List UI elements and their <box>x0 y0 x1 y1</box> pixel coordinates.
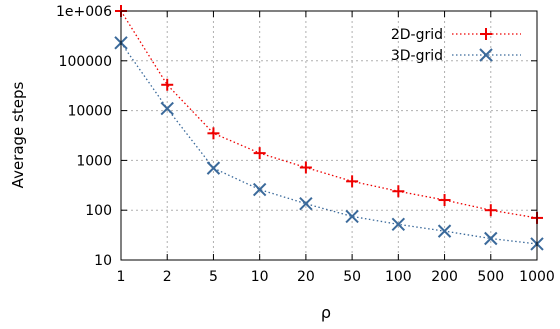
data-point <box>392 185 405 198</box>
marker-stroke <box>391 217 406 232</box>
x-tick-label: 2 <box>163 269 172 285</box>
x-tick-label: 20 <box>297 269 315 285</box>
y-tick-label: 100000 <box>59 54 112 70</box>
marker-stroke <box>345 209 359 224</box>
y-tick-label: 100 <box>85 203 112 219</box>
series-line <box>120 10 538 219</box>
x-tick-label: 100 <box>385 269 412 285</box>
data-point <box>484 204 497 217</box>
x-tick-label: 5 <box>209 269 218 285</box>
x-tick-label: 200 <box>431 269 458 285</box>
data-point <box>299 197 313 211</box>
data-point <box>437 224 452 238</box>
data-point <box>484 231 498 246</box>
data-point <box>346 175 359 188</box>
x-tick-label: 1000 <box>519 269 555 285</box>
x-tick-label: 500 <box>477 269 504 285</box>
marker-stroke <box>437 224 452 238</box>
data-point <box>252 182 267 197</box>
y-tick-label: 1e+006 <box>56 4 112 20</box>
marker-stroke <box>479 48 493 62</box>
marker-stroke <box>160 101 174 116</box>
marker-stroke <box>252 182 267 197</box>
legend-label: 3D-grid <box>391 48 443 64</box>
data-point <box>438 194 451 207</box>
series-line <box>120 42 538 245</box>
plot-frame <box>120 10 538 261</box>
y-tick-label: 1000 <box>76 153 112 169</box>
y-tick-label: 10000 <box>67 104 112 120</box>
marker-stroke <box>484 231 498 246</box>
marker-stroke <box>299 197 313 211</box>
x-tick-label: 1 <box>117 269 126 285</box>
data-point <box>161 78 174 91</box>
grid-lines <box>121 11 537 260</box>
data-point <box>253 147 266 160</box>
y-tick-label: 10 <box>94 253 112 269</box>
legend-marker <box>480 28 492 40</box>
series-layer <box>114 5 544 251</box>
legend-marker <box>479 48 493 62</box>
axis-ticks: 1 2 5 10 20 50 100 200 500 1000 10 100 1000 10000 1000… <box>56 4 555 285</box>
data-point <box>160 101 174 116</box>
legend: 2D-grid 3D-grid <box>391 27 521 64</box>
x-tick-label: 50 <box>343 269 361 285</box>
data-point <box>207 127 220 140</box>
data-point <box>391 217 406 232</box>
data-point <box>345 209 359 224</box>
x-tick-label: 10 <box>251 269 269 285</box>
series-1 <box>115 5 543 224</box>
series-2 <box>114 36 544 251</box>
x-axis-label: ρ <box>321 303 331 322</box>
y-axis-label: Average steps <box>9 82 27 189</box>
legend-label: 2D-grid <box>391 27 443 43</box>
data-point <box>299 161 312 174</box>
data-point <box>206 161 221 175</box>
marker-stroke <box>206 161 221 175</box>
